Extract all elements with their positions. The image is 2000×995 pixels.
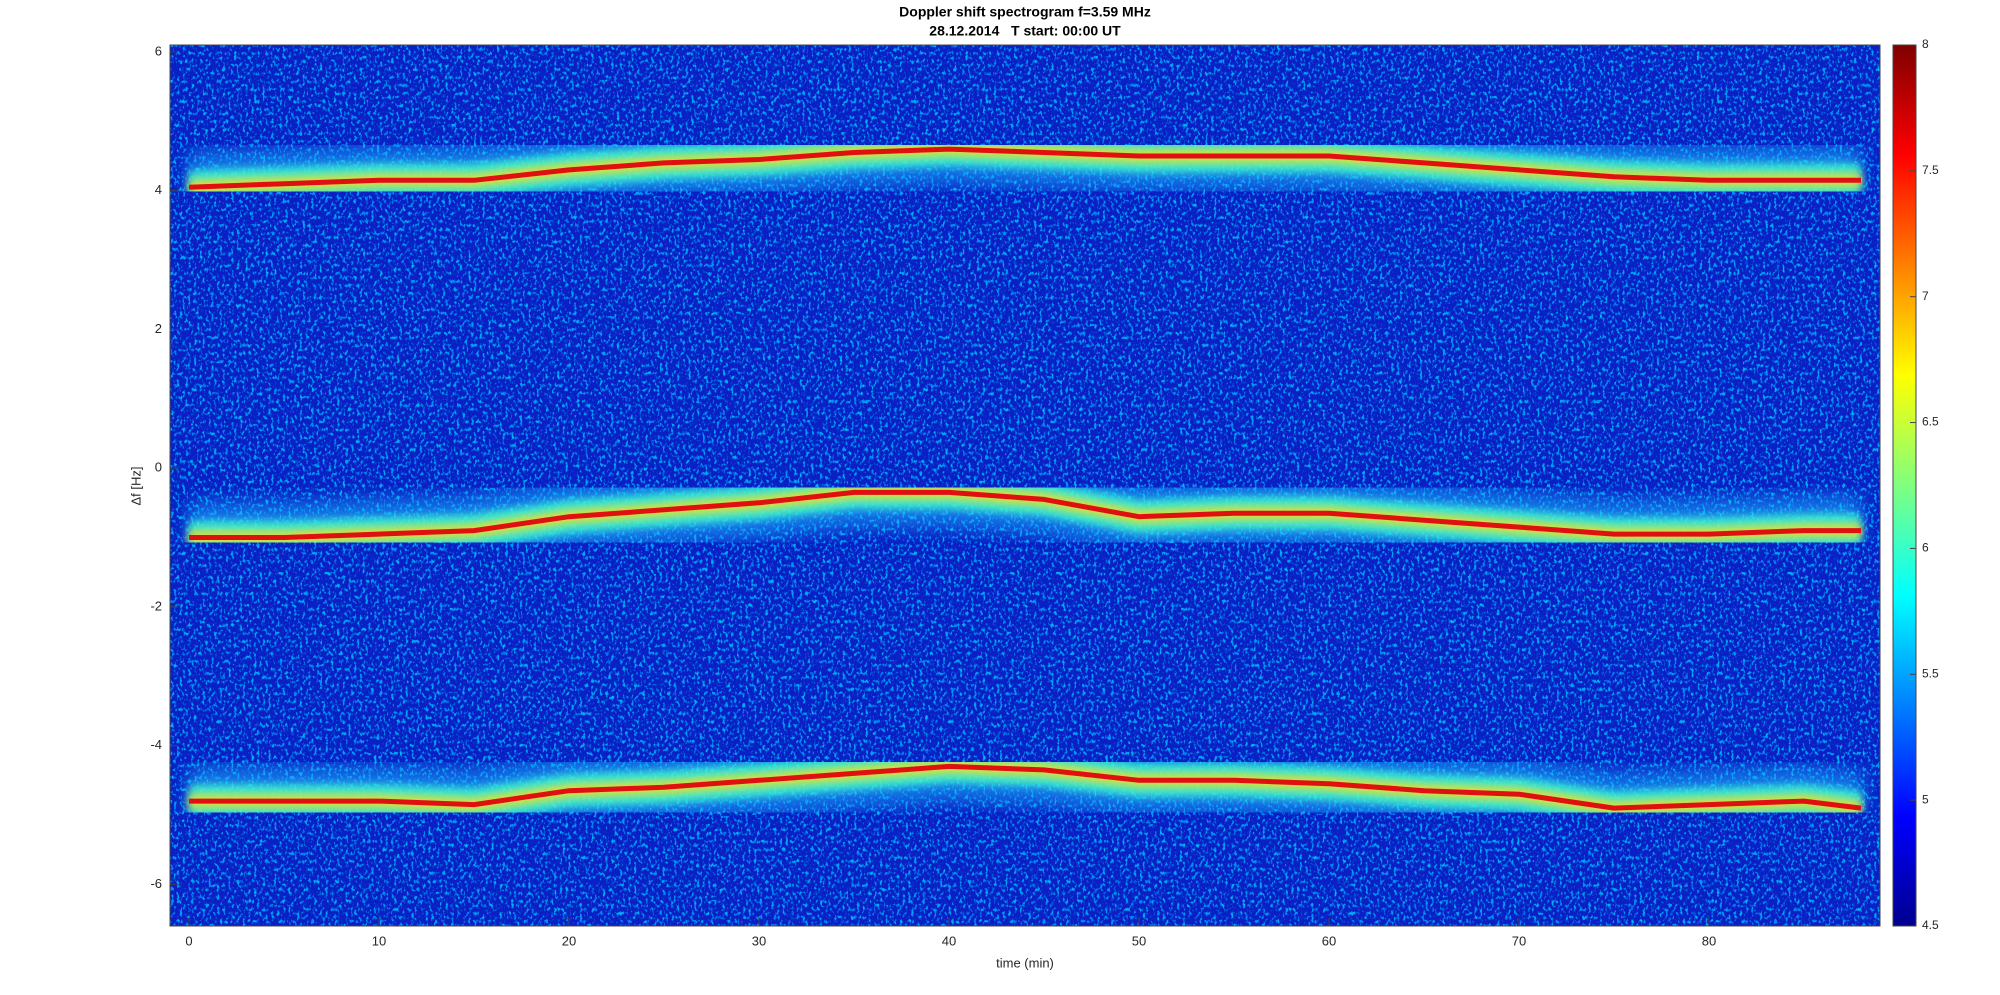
chart-subtitle: 28.12.2014 T start: 00:00 UT — [929, 23, 1121, 39]
y-tick-label: 6 — [155, 43, 162, 58]
colorbar-tick-label: 8 — [1922, 37, 1929, 51]
x-tick-label: 70 — [1512, 933, 1526, 948]
x-tick-label: 40 — [942, 933, 956, 948]
x-tick-label: 0 — [185, 933, 192, 948]
chart-title: Doppler shift spectrogram f=3.59 MHz — [899, 4, 1151, 20]
colorbar — [1892, 44, 1917, 927]
y-tick-label: 2 — [155, 321, 162, 336]
colorbar-tick-label: 7 — [1922, 289, 1929, 303]
x-tick-label: 60 — [1322, 933, 1336, 948]
trace-line — [188, 146, 1861, 190]
colorbar-tick-label: 6.5 — [1922, 415, 1939, 429]
x-tick-label: 80 — [1702, 933, 1716, 948]
trace-line — [189, 489, 1861, 540]
y-tick-label: -6 — [150, 876, 162, 891]
x-tick-label: 10 — [372, 933, 386, 948]
trace-line — [189, 763, 1862, 811]
y-tick-label: 4 — [155, 182, 162, 197]
colorbar-tick-label: 7.5 — [1922, 163, 1939, 177]
plot-frame — [169, 44, 1881, 927]
y-tick-label: 0 — [155, 460, 162, 475]
y-tick-label: -4 — [150, 737, 162, 752]
colorbar-tick-label: 5.5 — [1922, 666, 1939, 680]
x-tick-label: 20 — [562, 933, 576, 948]
x-axis-label: time (min) — [996, 955, 1054, 970]
colorbar-tick-label: 4.5 — [1922, 918, 1939, 932]
x-tick-label: 50 — [1132, 933, 1146, 948]
y-axis-label: Δf [Hz] — [128, 466, 143, 505]
colorbar-tick-label: 6 — [1922, 541, 1929, 555]
colorbar-tick-label: 5 — [1922, 792, 1929, 806]
x-tick-label: 30 — [752, 933, 766, 948]
y-tick-label: -2 — [150, 598, 162, 613]
plot-area — [170, 45, 1880, 926]
